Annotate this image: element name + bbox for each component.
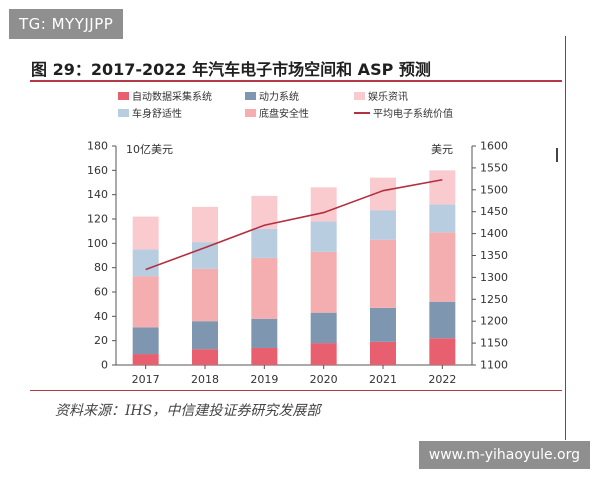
legend-swatch-chassis-safety	[245, 108, 256, 117]
bar-segment-2018-s0	[192, 349, 218, 365]
legend-swatch-body-comfort	[118, 108, 129, 117]
legend-item-body-comfort: 车身舒适性	[118, 105, 182, 120]
x-tick-label: 2018	[191, 373, 219, 386]
right-tick-label: 1100	[480, 359, 508, 372]
bar-segment-2018-s4	[192, 206, 218, 243]
bar-segment-2022-s3	[429, 204, 456, 233]
bar-segment-2022-s4	[429, 170, 456, 205]
left-tick-label: 60	[94, 286, 108, 299]
left-tick-label: 100	[87, 237, 108, 250]
left-axis-unit: 10亿美元	[126, 143, 173, 156]
x-tick-label: 2022	[428, 373, 456, 386]
bar-segment-2021-s2	[370, 239, 396, 308]
chart-legend: 自动数据采集系统 动力系统 娱乐资讯 车身舒适性 底盘安全性 平均电子系统价值	[118, 88, 453, 122]
legend-swatch-infotainment	[354, 91, 365, 100]
legend-label-body-comfort: 车身舒适性	[132, 109, 182, 120]
bar-segment-2020-s1	[310, 312, 337, 344]
left-tick-label: 0	[101, 359, 108, 372]
bar-segment-2018-s2	[192, 268, 218, 322]
x-tick-label: 2019	[250, 373, 278, 386]
bar-segment-2018-s3	[192, 242, 218, 269]
bar-segment-2019-s2	[251, 257, 278, 319]
right-tick-label: 1550	[480, 161, 508, 174]
bar-segment-2021-s3	[370, 210, 396, 240]
right-tick-label: 1450	[480, 205, 508, 218]
watermark-bottom: www.m-yihaoyule.org	[418, 441, 590, 469]
x-tick-label: 2020	[310, 373, 338, 386]
x-tick-label: 2021	[369, 373, 397, 386]
legend-swatch-data-acquisition	[118, 91, 129, 100]
bar-segment-2020-s3	[310, 221, 337, 252]
legend-line-avg-value	[354, 111, 370, 114]
source-rule	[30, 390, 562, 391]
bar-segment-2017-s0	[132, 354, 159, 365]
bar-segment-2020-s4	[310, 187, 337, 222]
bar-segment-2022-s1	[429, 301, 456, 339]
legend-item-infotainment: 娱乐资讯	[354, 88, 408, 103]
chart-title: 图 29：2017-2022 年汽车电子市场空间和 ASP 预测	[31, 60, 431, 79]
legend-label-data-acquisition: 自动数据采集系统	[132, 92, 212, 103]
bar-segment-2020-s2	[310, 251, 337, 313]
watermark-top: TG: MYYJJPP	[9, 9, 124, 39]
bar-segment-2017-s3	[132, 249, 159, 277]
title-rule	[30, 80, 562, 82]
bar-segment-2017-s1	[132, 327, 159, 355]
bar-segment-2017-s2	[132, 276, 159, 328]
left-tick-label: 160	[87, 164, 108, 177]
bar-segment-2019-s0	[251, 347, 278, 365]
bar-segment-2019-s3	[251, 228, 278, 258]
bar-segment-2022-s2	[429, 232, 456, 302]
right-tick-label: 1200	[480, 315, 508, 328]
legend-label-powertrain: 动力系统	[259, 92, 299, 103]
legend-item-data-acquisition: 自动数据采集系统	[118, 88, 212, 103]
bar-segment-2019-s1	[251, 318, 278, 348]
left-tick-label: 20	[94, 334, 108, 347]
right-axis-unit: 美元	[431, 143, 453, 156]
left-tick-label: 140	[87, 188, 108, 201]
bar-segment-2021-s1	[370, 307, 396, 342]
right-tick-label: 1600	[480, 140, 508, 153]
bar-segment-2017-s4	[132, 216, 159, 250]
bar-segment-2022-s0	[429, 338, 456, 365]
right-tick-label: 1350	[480, 249, 508, 262]
left-tick-label: 80	[94, 261, 108, 274]
right-tick-label: 1150	[480, 337, 508, 350]
legend-label-avg-value: 平均电子系统价值	[373, 109, 453, 120]
right-tick-label: 1400	[480, 227, 508, 240]
scroll-marker	[556, 148, 558, 162]
right-tick-label: 1300	[480, 271, 508, 284]
source-note: 资料来源：IHS，中信建投证券研究发展部	[55, 403, 321, 419]
legend-label-infotainment: 娱乐资讯	[368, 92, 408, 103]
legend-item-avg-value: 平均电子系统价值	[354, 105, 453, 120]
left-tick-label: 40	[94, 310, 108, 323]
legend-label-chassis-safety: 底盘安全性	[259, 109, 309, 120]
right-tick-label: 1500	[480, 183, 508, 196]
left-tick-label: 180	[87, 140, 108, 153]
left-tick-label: 120	[87, 213, 108, 226]
legend-item-chassis-safety: 底盘安全性	[245, 105, 309, 120]
bar-segment-2020-s0	[310, 343, 337, 365]
legend-item-powertrain: 动力系统	[245, 88, 299, 103]
legend-swatch-powertrain	[245, 91, 256, 100]
avg-value-line	[145, 178, 443, 271]
page-edge-line	[565, 36, 566, 440]
x-tick-label: 2017	[132, 373, 160, 386]
bar-segment-2021-s0	[370, 341, 396, 365]
bar-segment-2018-s1	[192, 321, 218, 350]
right-tick-label: 1250	[480, 293, 508, 306]
